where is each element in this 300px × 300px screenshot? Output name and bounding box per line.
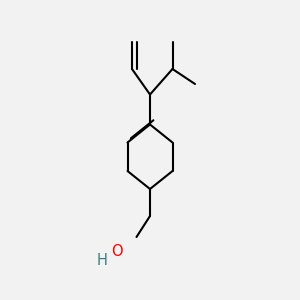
Text: O: O (111, 244, 123, 260)
Text: H: H (97, 253, 107, 268)
